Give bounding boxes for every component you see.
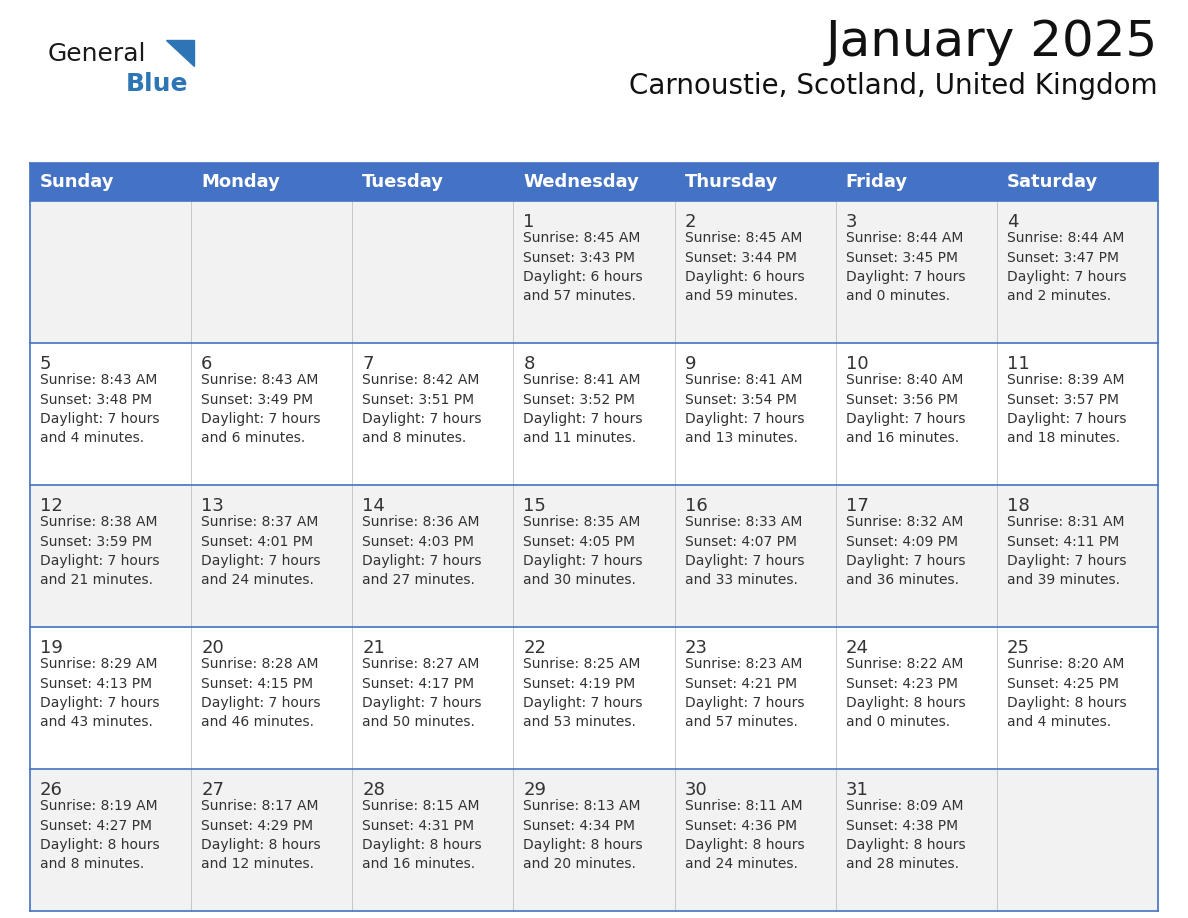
Text: 16: 16: [684, 497, 707, 515]
Text: 18: 18: [1007, 497, 1030, 515]
Text: 11: 11: [1007, 355, 1030, 373]
Bar: [30, 163, 1158, 201]
Text: January 2025: January 2025: [826, 18, 1158, 66]
Text: Sunrise: 8:31 AM
Sunset: 4:11 PM
Daylight: 7 hours
and 39 minutes.: Sunrise: 8:31 AM Sunset: 4:11 PM Dayligh…: [1007, 515, 1126, 588]
Text: 15: 15: [524, 497, 546, 515]
Text: 3: 3: [846, 213, 858, 231]
Text: 12: 12: [40, 497, 63, 515]
Polygon shape: [166, 40, 194, 66]
Text: Sunrise: 8:13 AM
Sunset: 4:34 PM
Daylight: 8 hours
and 20 minutes.: Sunrise: 8:13 AM Sunset: 4:34 PM Dayligh…: [524, 799, 643, 871]
Text: Sunrise: 8:43 AM
Sunset: 3:49 PM
Daylight: 7 hours
and 6 minutes.: Sunrise: 8:43 AM Sunset: 3:49 PM Dayligh…: [201, 373, 321, 445]
Text: Sunrise: 8:35 AM
Sunset: 4:05 PM
Daylight: 7 hours
and 30 minutes.: Sunrise: 8:35 AM Sunset: 4:05 PM Dayligh…: [524, 515, 643, 588]
Text: 27: 27: [201, 781, 225, 799]
Text: 9: 9: [684, 355, 696, 373]
Text: Sunrise: 8:44 AM
Sunset: 3:45 PM
Daylight: 7 hours
and 0 minutes.: Sunrise: 8:44 AM Sunset: 3:45 PM Dayligh…: [846, 231, 965, 304]
Text: Sunrise: 8:15 AM
Sunset: 4:31 PM
Daylight: 8 hours
and 16 minutes.: Sunrise: 8:15 AM Sunset: 4:31 PM Dayligh…: [362, 799, 482, 871]
Text: 21: 21: [362, 639, 385, 657]
Text: Sunrise: 8:38 AM
Sunset: 3:59 PM
Daylight: 7 hours
and 21 minutes.: Sunrise: 8:38 AM Sunset: 3:59 PM Dayligh…: [40, 515, 159, 588]
Text: Sunrise: 8:37 AM
Sunset: 4:01 PM
Daylight: 7 hours
and 24 minutes.: Sunrise: 8:37 AM Sunset: 4:01 PM Dayligh…: [201, 515, 321, 588]
Text: Sunrise: 8:09 AM
Sunset: 4:38 PM
Daylight: 8 hours
and 28 minutes.: Sunrise: 8:09 AM Sunset: 4:38 PM Dayligh…: [846, 799, 966, 871]
Text: 14: 14: [362, 497, 385, 515]
Text: Sunrise: 8:41 AM
Sunset: 3:52 PM
Daylight: 7 hours
and 11 minutes.: Sunrise: 8:41 AM Sunset: 3:52 PM Dayligh…: [524, 373, 643, 445]
Text: 6: 6: [201, 355, 213, 373]
Text: 25: 25: [1007, 639, 1030, 657]
Bar: [30, 627, 1158, 769]
Text: Sunrise: 8:45 AM
Sunset: 3:43 PM
Daylight: 6 hours
and 57 minutes.: Sunrise: 8:45 AM Sunset: 3:43 PM Dayligh…: [524, 231, 643, 304]
Text: 7: 7: [362, 355, 374, 373]
Text: Sunrise: 8:28 AM
Sunset: 4:15 PM
Daylight: 7 hours
and 46 minutes.: Sunrise: 8:28 AM Sunset: 4:15 PM Dayligh…: [201, 657, 321, 730]
Text: Sunrise: 8:11 AM
Sunset: 4:36 PM
Daylight: 8 hours
and 24 minutes.: Sunrise: 8:11 AM Sunset: 4:36 PM Dayligh…: [684, 799, 804, 871]
Text: Sunrise: 8:32 AM
Sunset: 4:09 PM
Daylight: 7 hours
and 36 minutes.: Sunrise: 8:32 AM Sunset: 4:09 PM Dayligh…: [846, 515, 965, 588]
Text: Sunrise: 8:20 AM
Sunset: 4:25 PM
Daylight: 8 hours
and 4 minutes.: Sunrise: 8:20 AM Sunset: 4:25 PM Dayligh…: [1007, 657, 1126, 730]
Text: Wednesday: Wednesday: [524, 173, 639, 191]
Text: 4: 4: [1007, 213, 1018, 231]
Text: 28: 28: [362, 781, 385, 799]
Text: 30: 30: [684, 781, 707, 799]
Text: Saturday: Saturday: [1007, 173, 1098, 191]
Text: Sunrise: 8:44 AM
Sunset: 3:47 PM
Daylight: 7 hours
and 2 minutes.: Sunrise: 8:44 AM Sunset: 3:47 PM Dayligh…: [1007, 231, 1126, 304]
Text: Sunrise: 8:33 AM
Sunset: 4:07 PM
Daylight: 7 hours
and 33 minutes.: Sunrise: 8:33 AM Sunset: 4:07 PM Dayligh…: [684, 515, 804, 588]
Text: Carnoustie, Scotland, United Kingdom: Carnoustie, Scotland, United Kingdom: [630, 72, 1158, 100]
Bar: [30, 485, 1158, 627]
Text: Sunrise: 8:45 AM
Sunset: 3:44 PM
Daylight: 6 hours
and 59 minutes.: Sunrise: 8:45 AM Sunset: 3:44 PM Dayligh…: [684, 231, 804, 304]
Bar: [30, 769, 1158, 911]
Bar: [30, 343, 1158, 485]
Text: 13: 13: [201, 497, 225, 515]
Text: Friday: Friday: [846, 173, 908, 191]
Text: Sunrise: 8:40 AM
Sunset: 3:56 PM
Daylight: 7 hours
and 16 minutes.: Sunrise: 8:40 AM Sunset: 3:56 PM Dayligh…: [846, 373, 965, 445]
Text: Sunrise: 8:41 AM
Sunset: 3:54 PM
Daylight: 7 hours
and 13 minutes.: Sunrise: 8:41 AM Sunset: 3:54 PM Dayligh…: [684, 373, 804, 445]
Text: Sunrise: 8:39 AM
Sunset: 3:57 PM
Daylight: 7 hours
and 18 minutes.: Sunrise: 8:39 AM Sunset: 3:57 PM Dayligh…: [1007, 373, 1126, 445]
Text: Sunrise: 8:17 AM
Sunset: 4:29 PM
Daylight: 8 hours
and 12 minutes.: Sunrise: 8:17 AM Sunset: 4:29 PM Dayligh…: [201, 799, 321, 871]
Text: 1: 1: [524, 213, 535, 231]
Text: Monday: Monday: [201, 173, 280, 191]
Text: Sunrise: 8:36 AM
Sunset: 4:03 PM
Daylight: 7 hours
and 27 minutes.: Sunrise: 8:36 AM Sunset: 4:03 PM Dayligh…: [362, 515, 482, 588]
Text: 10: 10: [846, 355, 868, 373]
Text: 26: 26: [40, 781, 63, 799]
Text: Sunrise: 8:25 AM
Sunset: 4:19 PM
Daylight: 7 hours
and 53 minutes.: Sunrise: 8:25 AM Sunset: 4:19 PM Dayligh…: [524, 657, 643, 730]
Text: 17: 17: [846, 497, 868, 515]
Text: 19: 19: [40, 639, 63, 657]
Text: 5: 5: [40, 355, 51, 373]
Text: 8: 8: [524, 355, 535, 373]
Text: Thursday: Thursday: [684, 173, 778, 191]
Text: Sunrise: 8:29 AM
Sunset: 4:13 PM
Daylight: 7 hours
and 43 minutes.: Sunrise: 8:29 AM Sunset: 4:13 PM Dayligh…: [40, 657, 159, 730]
Text: 2: 2: [684, 213, 696, 231]
Text: 24: 24: [846, 639, 868, 657]
Text: Sunrise: 8:22 AM
Sunset: 4:23 PM
Daylight: 8 hours
and 0 minutes.: Sunrise: 8:22 AM Sunset: 4:23 PM Dayligh…: [846, 657, 966, 730]
Text: 20: 20: [201, 639, 223, 657]
Text: Tuesday: Tuesday: [362, 173, 444, 191]
Text: Sunrise: 8:42 AM
Sunset: 3:51 PM
Daylight: 7 hours
and 8 minutes.: Sunrise: 8:42 AM Sunset: 3:51 PM Dayligh…: [362, 373, 482, 445]
Text: Sunrise: 8:27 AM
Sunset: 4:17 PM
Daylight: 7 hours
and 50 minutes.: Sunrise: 8:27 AM Sunset: 4:17 PM Dayligh…: [362, 657, 482, 730]
Text: Sunday: Sunday: [40, 173, 114, 191]
Text: General: General: [48, 42, 146, 66]
Text: 29: 29: [524, 781, 546, 799]
Bar: [30, 201, 1158, 343]
Text: Sunrise: 8:43 AM
Sunset: 3:48 PM
Daylight: 7 hours
and 4 minutes.: Sunrise: 8:43 AM Sunset: 3:48 PM Dayligh…: [40, 373, 159, 445]
Text: Blue: Blue: [126, 72, 189, 96]
Text: 22: 22: [524, 639, 546, 657]
Text: 23: 23: [684, 639, 708, 657]
Text: Sunrise: 8:19 AM
Sunset: 4:27 PM
Daylight: 8 hours
and 8 minutes.: Sunrise: 8:19 AM Sunset: 4:27 PM Dayligh…: [40, 799, 159, 871]
Text: 31: 31: [846, 781, 868, 799]
Text: Sunrise: 8:23 AM
Sunset: 4:21 PM
Daylight: 7 hours
and 57 minutes.: Sunrise: 8:23 AM Sunset: 4:21 PM Dayligh…: [684, 657, 804, 730]
